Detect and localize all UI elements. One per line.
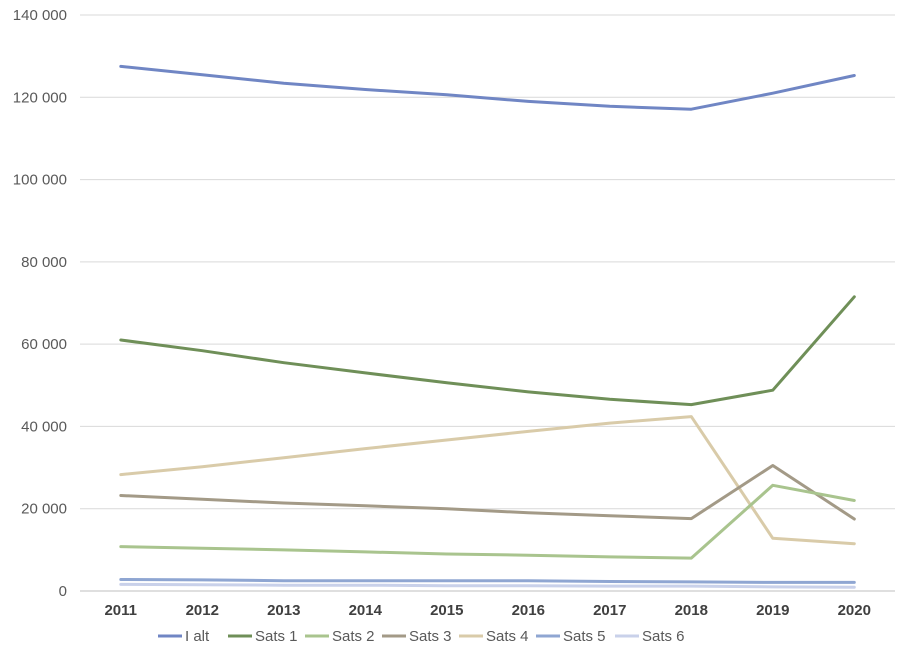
y-tick-label: 60 000 xyxy=(21,336,67,353)
x-tick-label: 2015 xyxy=(430,602,463,619)
legend-item-sats-1: Sats 1 xyxy=(228,628,298,645)
x-tick-label: 2012 xyxy=(186,602,219,619)
x-tick-label: 2014 xyxy=(349,602,383,619)
y-tick-label: 40 000 xyxy=(21,418,67,435)
x-tick-label: 2020 xyxy=(838,602,871,619)
series-line-sats-5 xyxy=(119,578,856,584)
legend-label: I alt xyxy=(185,628,210,645)
series-line-i-alt xyxy=(119,64,856,111)
legend-label: Sats 2 xyxy=(332,628,375,645)
y-tick-label: 140 000 xyxy=(13,7,67,24)
legend: I alt Sats 1 Sats 2 Sats 3 Sats 4 Sats 5 Sats … xyxy=(158,628,685,645)
y-axis-ticks: 0 20 000 40 000 60 000 80 000 100 000 120 000 1… xyxy=(13,7,67,600)
x-tick-label: 2013 xyxy=(267,602,300,619)
legend-item-sats-2: Sats 2 xyxy=(305,628,375,645)
legend-item-sats-4: Sats 4 xyxy=(459,628,529,645)
series-line-sats-3 xyxy=(119,464,856,521)
gridlines xyxy=(80,14,895,592)
legend-label: Sats 3 xyxy=(409,628,452,645)
x-tick-label: 2018 xyxy=(675,602,708,619)
series-line-sats-2 xyxy=(119,483,856,560)
legend-label: Sats 1 xyxy=(255,628,298,645)
series-line-sats-6 xyxy=(119,582,856,589)
legend-label: Sats 6 xyxy=(642,628,685,645)
x-tick-label: 2016 xyxy=(512,602,545,619)
legend-item-sats-3: Sats 3 xyxy=(382,628,452,645)
y-tick-label: 100 000 xyxy=(13,172,67,189)
y-tick-label: 80 000 xyxy=(21,254,67,271)
y-tick-label: 20 000 xyxy=(21,501,67,518)
series-lines xyxy=(119,64,856,589)
x-tick-label: 2011 xyxy=(104,602,137,619)
legend-item-sats-6: Sats 6 xyxy=(615,628,685,645)
x-tick-label: 2019 xyxy=(756,602,789,619)
x-tick-label: 2017 xyxy=(593,602,626,619)
legend-label: Sats 4 xyxy=(486,628,529,645)
y-tick-label: 120 000 xyxy=(13,89,67,106)
legend-item-sats-5: Sats 5 xyxy=(536,628,606,645)
x-axis-ticks: 2011 2012 2013 2014 2015 2016 2017 2018 2019 2020 xyxy=(104,602,870,619)
y-tick-label: 0 xyxy=(59,583,67,600)
series-line-sats-1 xyxy=(119,295,856,407)
legend-label: Sats 5 xyxy=(563,628,606,645)
series-line-sats-4 xyxy=(119,415,856,546)
legend-item-i-alt: I alt xyxy=(158,628,210,645)
